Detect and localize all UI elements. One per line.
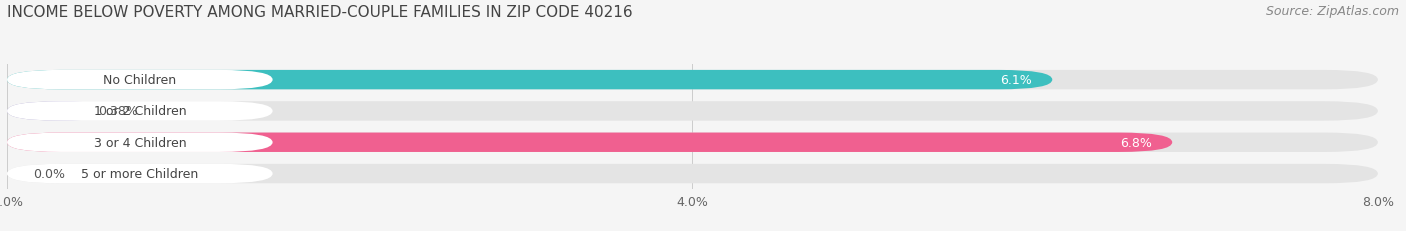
Text: 6.1%: 6.1% (1000, 74, 1032, 87)
FancyBboxPatch shape (7, 71, 1052, 90)
FancyBboxPatch shape (7, 133, 273, 152)
FancyBboxPatch shape (7, 102, 1378, 121)
FancyBboxPatch shape (7, 71, 273, 90)
Text: No Children: No Children (103, 74, 176, 87)
FancyBboxPatch shape (7, 102, 114, 121)
FancyBboxPatch shape (7, 102, 273, 121)
Text: 6.8%: 6.8% (1119, 136, 1152, 149)
Text: 0.0%: 0.0% (32, 167, 65, 180)
FancyBboxPatch shape (7, 133, 1173, 152)
FancyBboxPatch shape (7, 133, 1378, 152)
Text: 1 or 2 Children: 1 or 2 Children (94, 105, 186, 118)
FancyBboxPatch shape (7, 71, 1378, 90)
Text: 0.38%: 0.38% (98, 105, 138, 118)
Text: INCOME BELOW POVERTY AMONG MARRIED-COUPLE FAMILIES IN ZIP CODE 40216: INCOME BELOW POVERTY AMONG MARRIED-COUPL… (7, 5, 633, 20)
FancyBboxPatch shape (7, 164, 1378, 183)
Text: Source: ZipAtlas.com: Source: ZipAtlas.com (1265, 5, 1399, 18)
FancyBboxPatch shape (7, 164, 273, 183)
Text: 5 or more Children: 5 or more Children (82, 167, 198, 180)
Text: 3 or 4 Children: 3 or 4 Children (94, 136, 186, 149)
